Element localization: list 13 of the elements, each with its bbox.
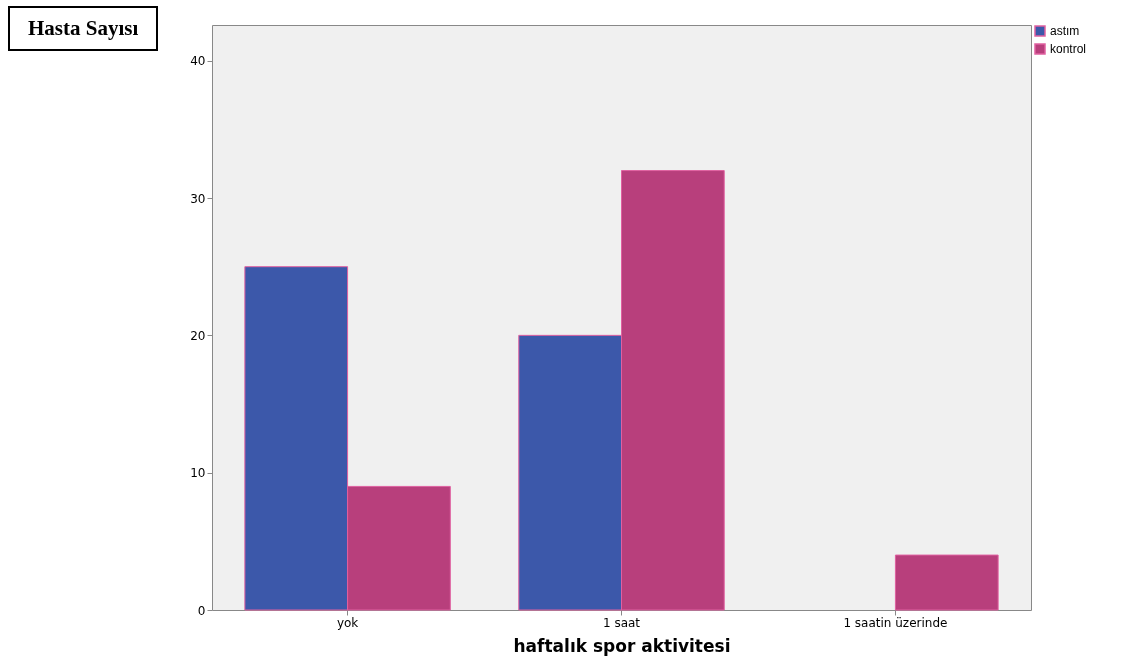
y-tick-label: 40	[190, 54, 206, 69]
legend-label: kontrol	[1050, 42, 1087, 56]
y-tick-label: 0	[197, 603, 206, 618]
y-tick-label: 30	[190, 191, 206, 206]
legend-label: astım	[1050, 24, 1080, 38]
y-axis-title: Hasta Sayısı	[8, 6, 159, 51]
y-tick-label: 20	[190, 328, 206, 343]
bar	[894, 554, 999, 611]
y-tick-label: 10	[190, 466, 206, 481]
x-tick-label: 1 saatin üzerinde	[843, 615, 948, 630]
x-tick-label: yok	[336, 615, 359, 630]
x-axis-title: haftalık spor aktivitesi	[513, 635, 731, 656]
x-tick-label: 1 saat	[602, 615, 641, 630]
